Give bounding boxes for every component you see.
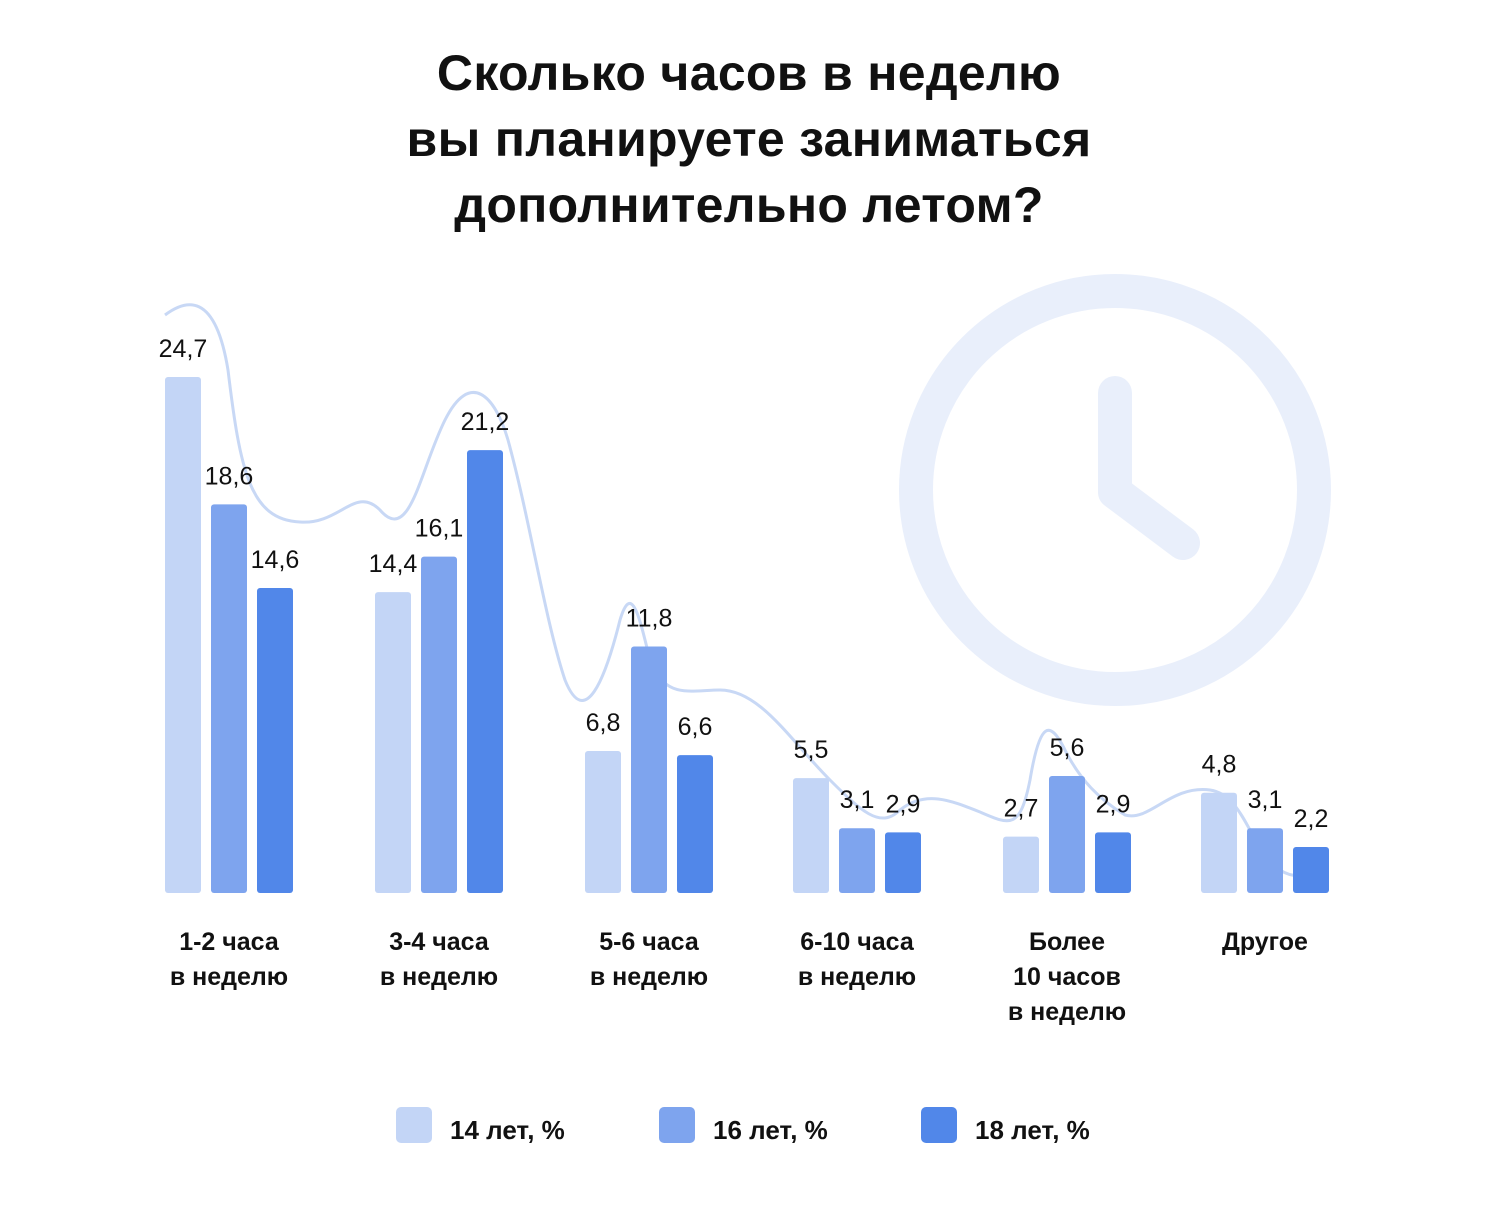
category-label-5-line-1: Более — [1029, 928, 1105, 956]
legend: 14 лет, % 16 лет, % 18 лет, % — [396, 1107, 1090, 1145]
value-label-s1-c6: 4,8 — [1202, 751, 1237, 779]
category-label-3-line-2: в неделю — [590, 963, 708, 991]
clock-hands — [1098, 376, 1200, 560]
value-label-s2-c4: 3,1 — [840, 786, 875, 814]
category-label-3-line-1: 5-6 часа — [599, 928, 700, 956]
value-label-s2-c1: 18,6 — [205, 462, 254, 490]
bars-layer — [165, 377, 1329, 893]
category-label-2-line-1: 3-4 часа — [389, 928, 490, 956]
value-labels-layer: 24,7 14,4 6,8 5,5 2,7 4,8 18,6 16,1 11,8 3,1 5,6 3,… — [159, 335, 1329, 833]
category-label-2-line-2: в неделю — [380, 963, 498, 991]
value-label-s2-c2: 16,1 — [415, 515, 464, 543]
bar-s2-c3 — [631, 646, 667, 893]
legend-swatch-2 — [659, 1107, 695, 1143]
category-label-1-line-2: в неделю — [170, 963, 288, 991]
title-line-3: дополнительно летом? — [454, 177, 1044, 233]
value-label-s3-c1: 14,6 — [251, 546, 300, 574]
bar-s1-c2 — [375, 592, 411, 893]
category-label-5-line-3: в неделю — [1008, 998, 1126, 1026]
bar-s1-c6 — [1201, 792, 1237, 893]
legend-swatch-1 — [396, 1107, 432, 1143]
value-label-s2-c3: 11,8 — [626, 604, 673, 632]
legend-label-2: 16 лет, % — [713, 1115, 828, 1145]
title-line-2: вы планируете заниматься — [406, 111, 1092, 167]
category-label-1-line-1: 1-2 часа — [179, 928, 280, 956]
value-label-s1-c4: 5,5 — [794, 736, 829, 764]
bar-s3-c5 — [1095, 832, 1131, 893]
value-label-s3-c5: 2,9 — [1096, 790, 1131, 818]
value-label-s3-c4: 2,9 — [886, 790, 921, 818]
bar-s3-c6 — [1293, 847, 1329, 893]
bar-s2-c6 — [1247, 828, 1283, 893]
value-label-s1-c2: 14,4 — [369, 550, 418, 578]
clock-face — [899, 274, 1331, 706]
bar-s2-c1 — [211, 504, 247, 893]
value-label-s2-c6: 3,1 — [1248, 786, 1283, 814]
decorative-curve — [164, 303, 1326, 878]
value-label-s3-c2: 21,2 — [461, 408, 510, 436]
title-line-1: Сколько часов в неделю — [436, 45, 1062, 101]
bar-s2-c2 — [421, 556, 457, 893]
category-label-4-line-2: в неделю — [798, 963, 916, 991]
legend-label-1: 14 лет, % — [450, 1115, 565, 1145]
category-label-6-line-1: Другое — [1222, 928, 1308, 956]
bar-s3-c1 — [257, 587, 293, 893]
value-label-s2-c5: 5,6 — [1050, 734, 1085, 762]
value-label-s1-c5: 2,7 — [1004, 795, 1039, 823]
bar-s1-c3 — [585, 750, 621, 893]
value-label-s1-c1: 24,7 — [159, 335, 208, 363]
bar-s3-c2 — [467, 450, 503, 893]
category-labels-layer: 1-2 часа в неделю 3-4 часа в неделю 5-6 часа… — [170, 928, 1308, 1026]
value-label-s3-c6: 2,2 — [1294, 805, 1329, 833]
bar-s1-c4 — [793, 778, 829, 893]
category-label-4-line-1: 6-10 часа — [800, 928, 915, 956]
value-label-s3-c3: 6,6 — [678, 713, 713, 741]
value-label-s1-c3: 6,8 — [586, 709, 621, 737]
bar-s2-c4 — [839, 828, 875, 893]
legend-label-3: 18 лет, % — [975, 1115, 1090, 1145]
legend-swatch-3 — [921, 1107, 957, 1143]
bar-s2-c5 — [1049, 776, 1085, 893]
bar-s3-c4 — [885, 832, 921, 893]
clock-icon — [899, 274, 1331, 706]
bar-s1-c5 — [1003, 836, 1039, 893]
bar-s1-c1 — [165, 377, 201, 893]
chart-title: Сколько часов в неделю вы планируете зан… — [0, 40, 1498, 238]
category-label-5-line-2: 10 часов — [1013, 963, 1121, 991]
bar-s3-c3 — [677, 755, 713, 893]
